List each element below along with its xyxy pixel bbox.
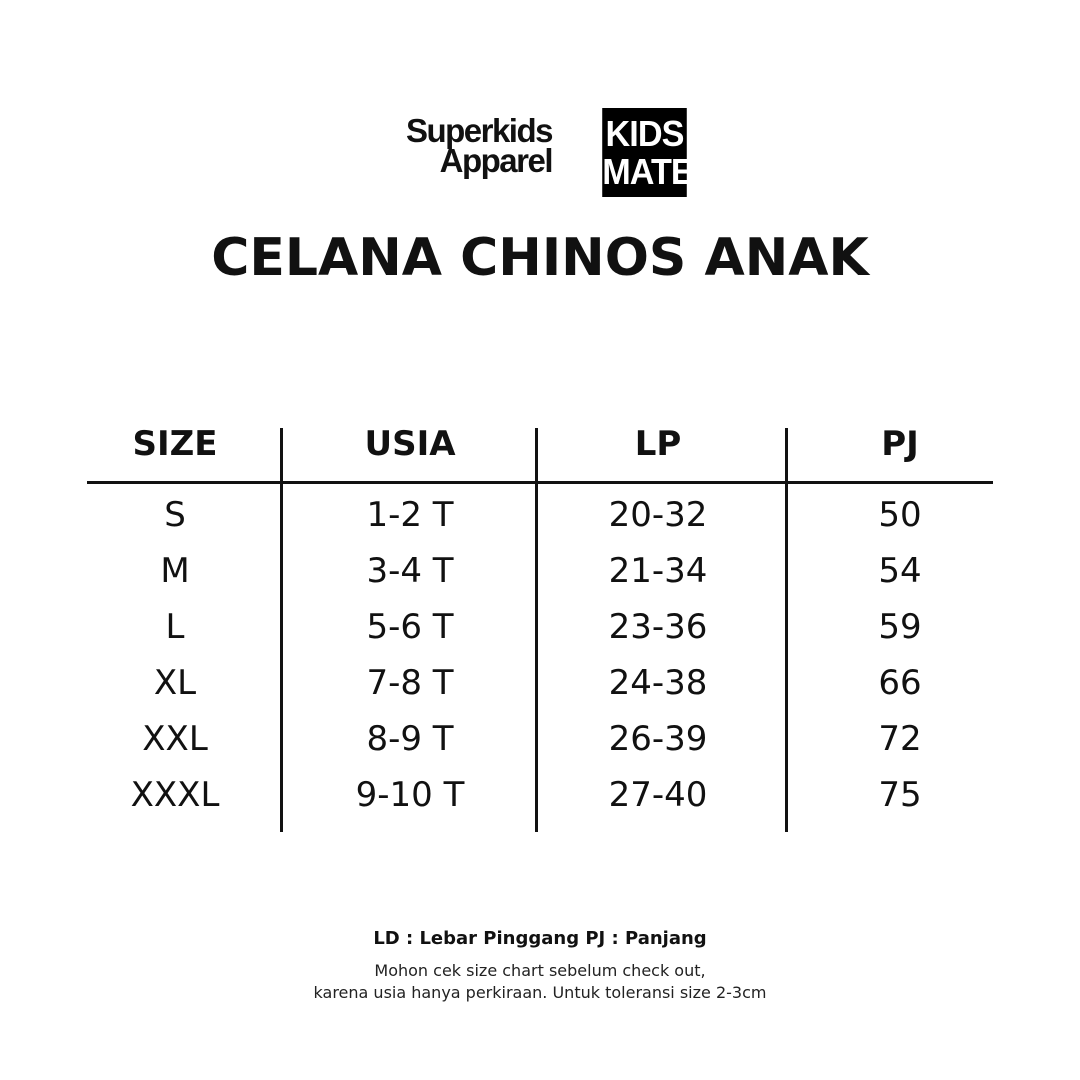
cell-lp: 26-39 (608, 719, 708, 759)
cell-lp: 21-34 (608, 551, 708, 591)
note-line: karena usia hanya perkiraan. Untuk toler… (313, 983, 767, 1002)
legend-text: LD : Lebar Pinggang PJ : Panjang (373, 928, 707, 949)
cell-pj: 50 (878, 495, 922, 535)
header-lp: LP (634, 424, 682, 464)
cell-lp: 27-40 (608, 775, 708, 815)
cell-size: L (165, 607, 185, 647)
note-line: Mohon cek size chart sebelum check out, (374, 961, 706, 980)
header-size: SIZE (132, 424, 218, 464)
cell-size: M (160, 551, 190, 591)
page-title: CELANA CHINOS ANAK (211, 228, 869, 288)
cell-lp: 24-38 (608, 663, 708, 703)
cell-pj: 59 (878, 607, 922, 647)
cell-size: S (164, 495, 186, 535)
cell-usia: 1-2 T (366, 495, 454, 535)
logo-line: Apparel (439, 142, 554, 179)
cell-usia: 3-4 T (366, 551, 454, 591)
cell-size: XL (153, 663, 197, 703)
cell-pj: 54 (878, 551, 922, 591)
logo-line: Superkids (405, 112, 554, 149)
column-divider (535, 428, 538, 832)
cell-usia: 8-9 T (366, 719, 454, 759)
cell-usia: 9-10 T (355, 775, 465, 815)
cell-size: XXXL (130, 775, 220, 815)
cell-pj: 72 (878, 719, 922, 759)
cell-usia: 7-8 T (366, 663, 454, 703)
header-divider (87, 481, 993, 484)
cell-lp: 20-32 (608, 495, 708, 535)
cell-size: XXL (142, 719, 208, 759)
note-text: Mohon cek size chart sebelum check out, … (0, 960, 1080, 1004)
kids-mate-logo: KIDS MATE (602, 108, 694, 197)
header-pj: PJ (881, 424, 919, 464)
cell-pj: 66 (878, 663, 922, 703)
logo-line: MATE (602, 150, 694, 192)
column-divider (785, 428, 788, 832)
logo-line: KIDS (605, 112, 685, 154)
cell-lp: 23-36 (608, 607, 708, 647)
cell-usia: 5-6 T (366, 607, 454, 647)
header-usia: USIA (364, 424, 456, 464)
column-divider (280, 428, 283, 832)
cell-pj: 75 (878, 775, 922, 815)
superkids-apparel-logo: Superkids Apparel (372, 112, 554, 179)
